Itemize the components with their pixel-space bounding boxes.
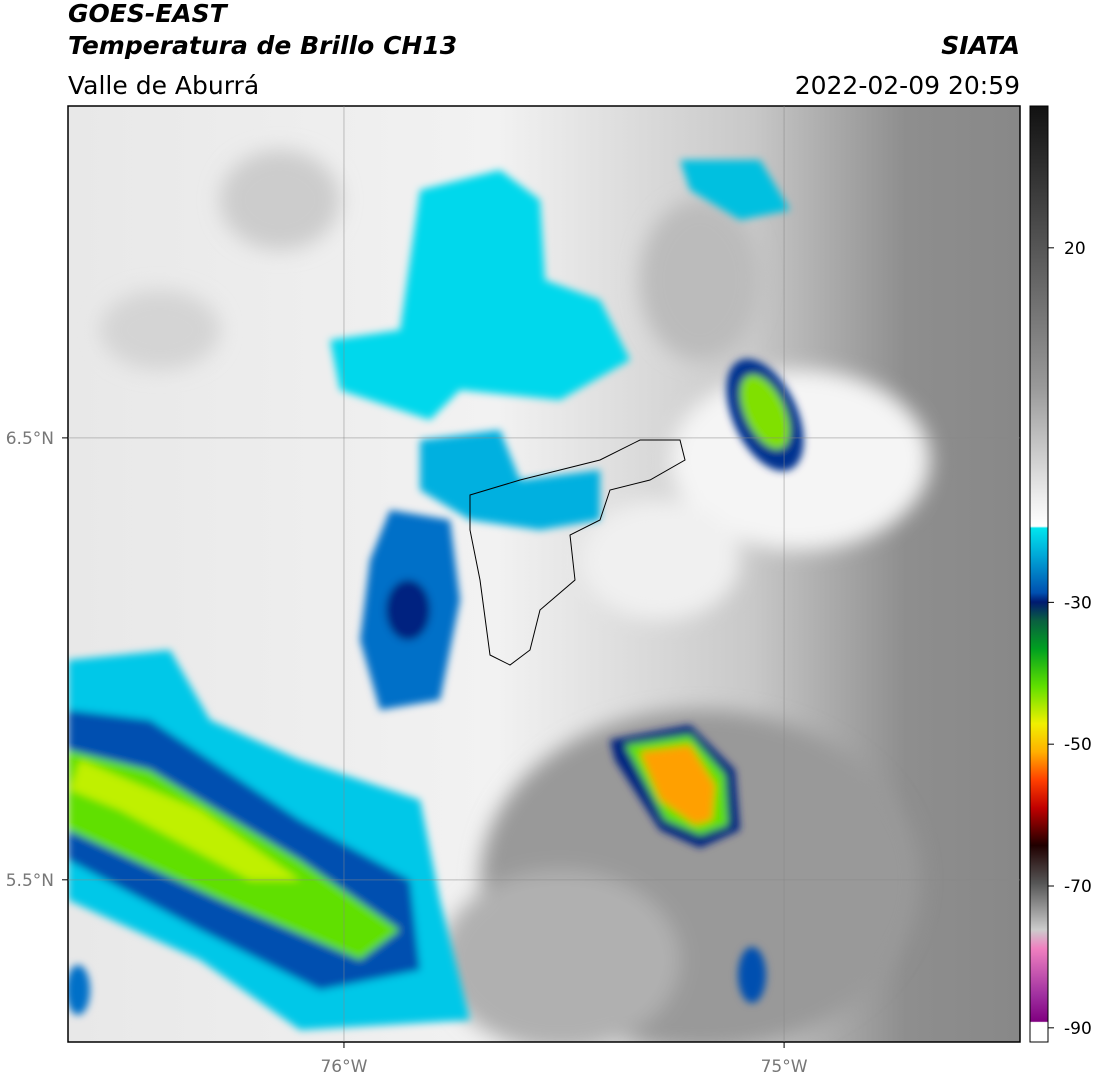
colorbar-tick-label: 20 [1064,239,1086,259]
y-tick-label: 5.5°N [6,871,54,891]
map-frame [67,105,1021,1043]
y-tick-label: 6.5°N [6,429,54,449]
source: SIATA [941,31,1020,60]
title: GOES-EAST [68,0,229,28]
colorbar [1029,105,1049,1043]
datetime: 2022-02-09 20:59 [795,71,1020,100]
colorbar-tick-label: -90 [1064,1019,1092,1039]
colorbar-tick-label: -50 [1064,735,1092,755]
colorbar-tick-label: -30 [1064,593,1092,613]
subtitle: Temperatura de Brillo CH13 [68,31,457,60]
colorbar-tick-label: -70 [1064,877,1092,897]
x-tick-label: 75°W [761,1057,808,1077]
x-tick-label: 76°W [320,1057,367,1077]
satellite-image [68,106,1020,1042]
region: Valle de Aburrá [68,71,259,100]
